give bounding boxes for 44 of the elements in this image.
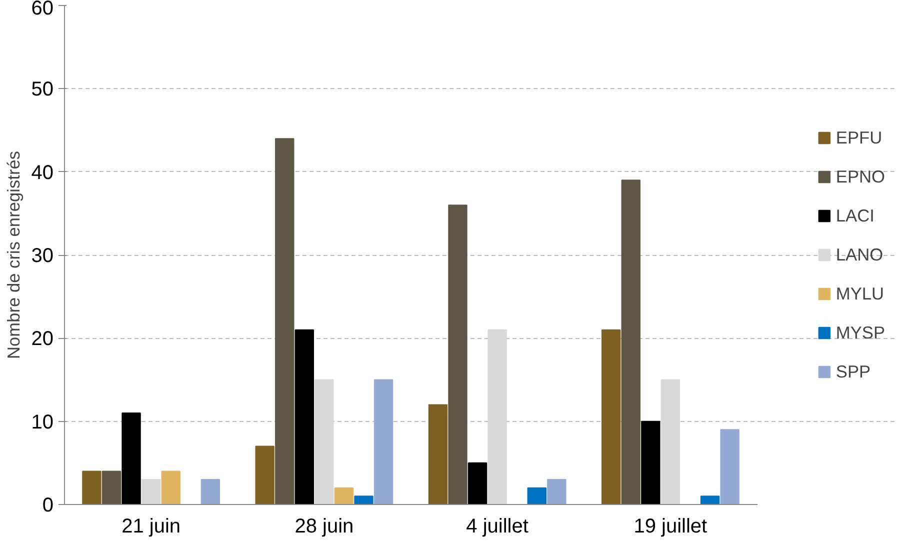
legend-label: LANO	[836, 244, 884, 265]
bar	[601, 329, 621, 504]
bar	[700, 496, 720, 504]
bar	[255, 446, 274, 504]
bar	[720, 429, 740, 504]
y-tick-label: 30	[31, 245, 54, 267]
bar	[334, 487, 354, 504]
legend-label: SPP	[836, 361, 871, 382]
y-tick-label: 60	[31, 0, 54, 20]
y-tick-label: 50	[31, 78, 54, 101]
bar	[527, 487, 546, 504]
bar	[200, 479, 220, 504]
bar	[468, 462, 488, 504]
bar	[161, 470, 180, 504]
bar	[428, 404, 448, 504]
bar	[660, 379, 680, 504]
x-tick-label: 21 juin	[122, 516, 181, 538]
legend-label: LACI	[836, 205, 874, 226]
bar	[275, 138, 294, 504]
bar	[641, 420, 660, 504]
y-tick-label: 0	[42, 494, 54, 516]
y-tick-label: 10	[31, 411, 54, 434]
x-tick-label: 19 juillet	[634, 516, 708, 538]
x-tick-label: 4 juillet	[466, 516, 529, 538]
x-tick-label: 28 juin	[294, 516, 354, 538]
bar	[314, 379, 334, 504]
bar	[374, 379, 394, 504]
bar	[294, 329, 314, 504]
bar	[82, 470, 102, 504]
y-axis-title: Nombre de cris enregistrés	[3, 150, 24, 360]
bar	[354, 496, 374, 504]
legend-label: MYLU	[836, 283, 884, 304]
bar	[122, 412, 141, 504]
legend-label: EPFU	[836, 127, 882, 148]
bar	[488, 329, 507, 504]
bar	[102, 470, 122, 504]
y-tick-label: 40	[31, 162, 54, 184]
bar	[621, 180, 640, 504]
bar	[448, 204, 468, 504]
legend-label: EPNO	[836, 166, 885, 187]
y-tick-label: 20	[31, 328, 54, 350]
bar	[547, 479, 566, 504]
legend-label: MYSP	[836, 322, 885, 343]
bar	[141, 479, 161, 504]
